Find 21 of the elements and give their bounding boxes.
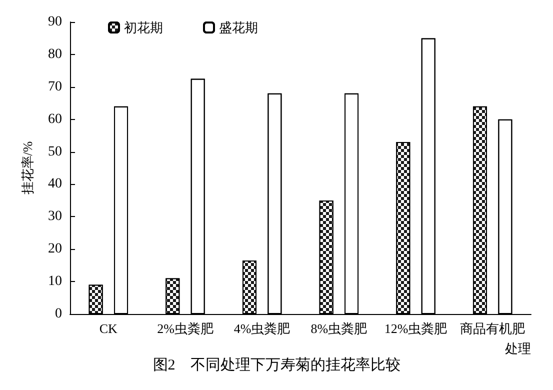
y-tick-label: 90 [48, 14, 62, 30]
x-tick-label: 2%虫粪肥 [157, 321, 214, 336]
x-tick-label: 12%虫粪肥 [384, 321, 448, 336]
x-tick-label: 4%虫粪肥 [234, 321, 290, 336]
y-tick-label: 10 [48, 274, 62, 290]
y-tick-label: 50 [48, 144, 62, 160]
y-tick-label: 20 [48, 242, 62, 257]
y-tick-label: 40 [48, 176, 62, 192]
text: 图2 不同处理下万寿菊的挂花率比较 [152, 356, 400, 374]
y-tick-label: 30 [48, 209, 62, 224]
y-tick-label: 80 [48, 46, 62, 62]
y-axis-title: 挂花率/% [20, 141, 35, 195]
legend-label: 初花期 [124, 20, 163, 35]
y-tick-label: 70 [48, 79, 62, 94]
y-tick-label: 0 [55, 306, 62, 322]
y-tick-label: 60 [48, 112, 62, 127]
x-tick-label: CK [99, 321, 118, 336]
x-axis-title: 处理 [505, 341, 531, 356]
x-tick-label: 8%虫粪肥 [310, 321, 368, 336]
legend-label: 盛花期 [219, 20, 258, 35]
x-tick-label: 商品有机肥 [460, 321, 526, 336]
